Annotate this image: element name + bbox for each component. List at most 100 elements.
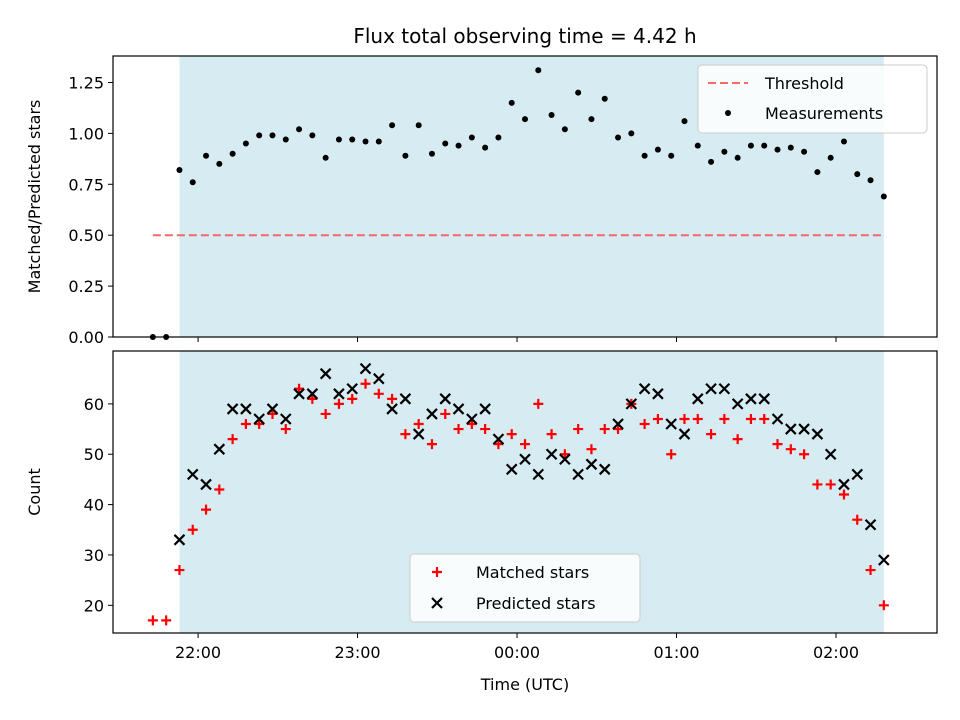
measurement-point bbox=[867, 177, 874, 184]
measurement-point bbox=[827, 154, 834, 161]
matched-star-point bbox=[838, 489, 849, 500]
top-panel: 0.00 0.25 0.50 0.75 1.00 1.25 Matched/Predicte… bbox=[25, 55, 938, 347]
matched-star-point bbox=[480, 424, 491, 435]
predicted-star-point bbox=[386, 403, 398, 415]
matched-star-point bbox=[466, 419, 477, 430]
predicted-star-point bbox=[598, 463, 611, 476]
matched-star-point bbox=[387, 393, 398, 404]
measurement-point bbox=[203, 152, 210, 159]
measurement-point bbox=[787, 144, 794, 151]
measurement-point bbox=[668, 152, 675, 159]
matched-star-point bbox=[799, 449, 810, 460]
measurement-point bbox=[747, 142, 754, 149]
predicted-star-point bbox=[426, 408, 438, 420]
matched-star-point bbox=[426, 439, 437, 450]
matched-star-point bbox=[360, 378, 371, 389]
bottom-series-0 bbox=[147, 378, 889, 626]
measurement-point bbox=[442, 140, 449, 147]
bottom-x-tick-label: 22:00 bbox=[175, 643, 221, 662]
predicted-star-point bbox=[492, 433, 505, 445]
matched-star-point bbox=[865, 565, 876, 576]
x-axis-label: Time (UTC) bbox=[480, 675, 569, 694]
predicted-star-point bbox=[678, 428, 691, 440]
matched-star-point bbox=[347, 393, 358, 404]
bottom-y-axis-label: Count bbox=[25, 468, 44, 516]
bottom-axes-frame bbox=[112, 350, 938, 634]
measurement-point bbox=[468, 134, 475, 141]
measurement-point bbox=[721, 148, 728, 155]
measurement-point bbox=[229, 150, 236, 157]
predicted-star-point bbox=[266, 403, 279, 415]
matched-star-point bbox=[546, 429, 557, 440]
legend-threshold-label: Threshold bbox=[764, 74, 844, 93]
matched-star-point bbox=[613, 424, 624, 435]
measurement-point bbox=[535, 67, 542, 74]
measurement-point bbox=[814, 169, 821, 176]
predicted-star-point bbox=[200, 478, 212, 491]
matched-star-point bbox=[506, 429, 517, 440]
matched-star-point bbox=[559, 449, 570, 460]
matched-star-point bbox=[825, 479, 836, 490]
measurement-point bbox=[588, 116, 595, 123]
measurement-point bbox=[880, 193, 887, 200]
predicted-star-point bbox=[612, 418, 624, 430]
measurement-point bbox=[256, 132, 263, 139]
measurement-point bbox=[176, 167, 183, 174]
matched-star-point bbox=[719, 413, 730, 424]
measurement-point bbox=[628, 130, 635, 137]
measurement-point bbox=[375, 138, 382, 145]
bottom-y-tick-label: 40 bbox=[84, 496, 104, 515]
measurement-point bbox=[269, 132, 276, 139]
matched-star-point bbox=[227, 434, 238, 445]
measurement-point bbox=[774, 146, 781, 153]
matched-star-point bbox=[294, 383, 305, 394]
predicted-star-point bbox=[545, 448, 558, 461]
predicted-star-point bbox=[466, 413, 478, 425]
matched-star-point bbox=[878, 600, 889, 611]
predicted-star-point bbox=[213, 443, 226, 455]
top-legend-box bbox=[697, 64, 928, 134]
matched-star-point bbox=[400, 429, 411, 440]
measurement-point bbox=[242, 140, 249, 147]
predicted-star-point bbox=[173, 534, 186, 546]
bottom-x-tick-label: 02:00 bbox=[813, 643, 859, 662]
matched-star-point bbox=[333, 398, 344, 409]
measurement-point bbox=[296, 126, 303, 133]
bottom-x-tick-label: 01:00 bbox=[653, 643, 699, 662]
measurement-point bbox=[522, 116, 528, 123]
matched-star-point bbox=[254, 419, 265, 430]
legend-measurements-swatch bbox=[725, 110, 731, 116]
bottom-x-tick-label: 23:00 bbox=[334, 643, 380, 662]
bottom-legend: Matched stars Predicted stars bbox=[409, 553, 641, 623]
matched-star-point bbox=[214, 484, 225, 495]
measurement-point bbox=[801, 148, 808, 155]
measurement-point bbox=[415, 122, 422, 129]
matched-star-point bbox=[706, 429, 717, 440]
matched-star-point bbox=[147, 615, 158, 626]
top-y-tick-label: 1.25 bbox=[68, 73, 104, 92]
predicted-star-point bbox=[785, 423, 797, 435]
predicted-star-point bbox=[479, 403, 491, 415]
measurement-point bbox=[840, 138, 847, 145]
matched-star-point bbox=[187, 524, 198, 535]
predicted-star-point bbox=[519, 453, 531, 466]
matched-star-point bbox=[174, 565, 185, 576]
predicted-star-point bbox=[572, 468, 584, 481]
predicted-star-point bbox=[439, 393, 452, 405]
matched-star-point bbox=[267, 408, 278, 419]
measurement-point bbox=[349, 136, 356, 143]
top-y-tick-label: 1.00 bbox=[68, 124, 104, 143]
measurement-point bbox=[335, 136, 342, 143]
measurement-point bbox=[708, 158, 715, 165]
predicted-star-point bbox=[864, 518, 877, 531]
matched-star-point bbox=[320, 408, 331, 419]
predicted-star-point bbox=[838, 478, 850, 491]
matched-star-point bbox=[666, 449, 677, 460]
matched-star-point bbox=[453, 424, 464, 435]
top-y-tick-label: 0.25 bbox=[68, 277, 104, 296]
predicted-star-point bbox=[798, 423, 810, 435]
bottom-y-tick-label: 30 bbox=[84, 546, 104, 565]
predicted-star-point bbox=[293, 388, 305, 400]
matched-star-point bbox=[732, 434, 743, 445]
predicted-star-point bbox=[346, 382, 359, 395]
